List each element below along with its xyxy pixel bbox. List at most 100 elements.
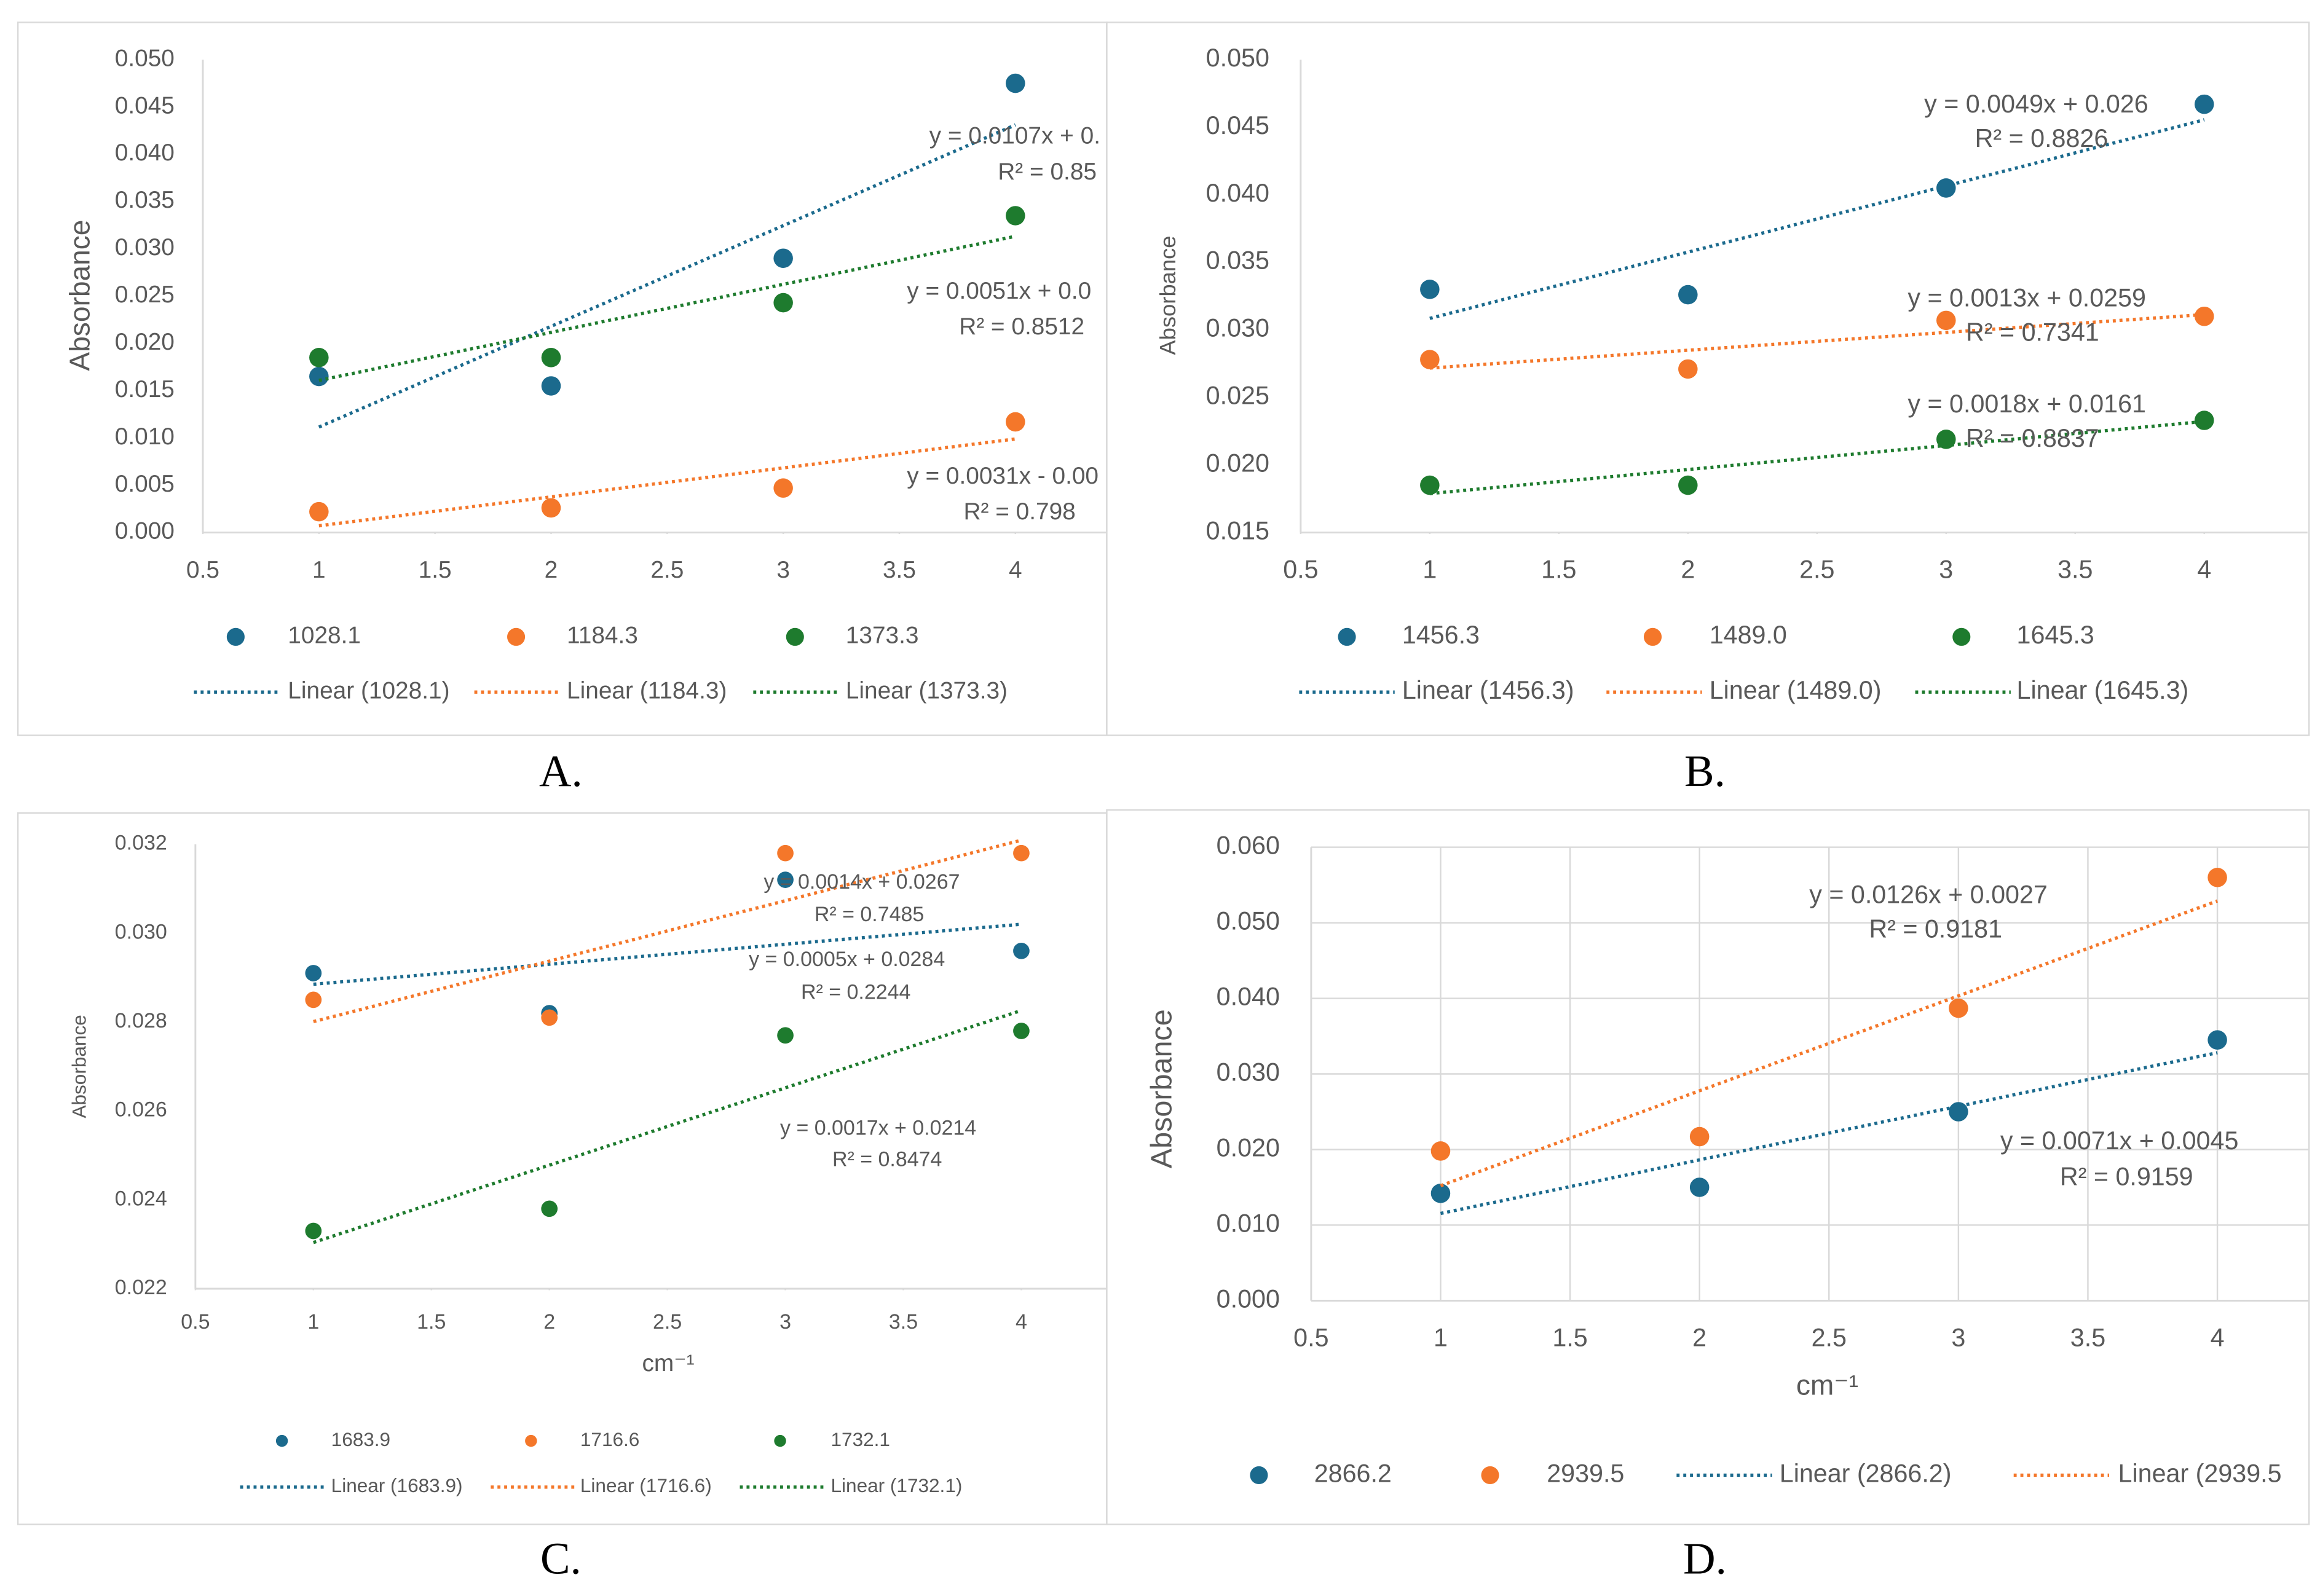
data-point (773, 478, 793, 498)
data-point (305, 965, 322, 981)
panel-label: A. (539, 746, 583, 796)
legend-label: Linear (1645.3) (2017, 676, 2189, 704)
legend-marker (275, 1434, 288, 1447)
y-tick-label: 0.025 (115, 281, 175, 308)
y-tick-label: 0.026 (115, 1098, 167, 1122)
panel-label: C. (540, 1533, 582, 1583)
x-tick-label: 1 (1422, 555, 1437, 583)
legend-marker (786, 627, 804, 646)
panel-frame (17, 22, 1108, 736)
data-point (305, 1222, 322, 1240)
panel-frame (1106, 22, 2310, 736)
x-tick-label: 2 (1692, 1323, 1706, 1351)
legend-label: Linear (1028.1) (288, 677, 449, 704)
data-point (541, 498, 561, 518)
data-point (541, 1009, 558, 1026)
legend-marker (774, 1434, 786, 1447)
data-point (1678, 285, 1698, 305)
y-tick-label: 0.010 (1217, 1209, 1280, 1237)
trend-equation: y = 0.0051x + 0.0 (907, 278, 1091, 304)
trendline (313, 838, 1022, 1023)
legend-label: Linear (2939.5 (2118, 1459, 2282, 1487)
legend-marker (507, 627, 526, 646)
y-tick-label: 0.030 (1217, 1058, 1280, 1086)
legend-label: 1028.1 (288, 623, 361, 649)
trendline (318, 123, 1016, 429)
y-tick-label: 0.015 (1206, 516, 1269, 544)
x-tick-label: 3 (776, 557, 790, 583)
trend-r-squared: R² = 0.7341 (1966, 318, 2099, 347)
data-point (2194, 306, 2214, 326)
y-tick-label: 0.050 (1217, 906, 1280, 935)
data-point (1936, 310, 1956, 331)
y-tick-label: 0.028 (115, 1009, 167, 1032)
data-point (777, 871, 794, 888)
y-tick-label: 0.040 (1217, 982, 1280, 1010)
legend-marker (226, 627, 245, 646)
data-point (309, 501, 329, 522)
legend-label: Linear (2866.2) (1780, 1459, 1952, 1487)
x-tick-label: 3 (1951, 1323, 1965, 1351)
data-point (1006, 206, 1025, 226)
panel-label: B. (1684, 746, 1726, 796)
trend-equation: y = 0.0126x + 0.0027 (1809, 881, 2048, 909)
x-tick-label: 2.5 (653, 1310, 682, 1334)
data-point (1430, 1141, 1451, 1161)
legend-label: 2939.5 (1547, 1459, 1624, 1487)
y-tick-label: 0.020 (1217, 1133, 1280, 1162)
y-tick-label: 0.045 (115, 92, 175, 119)
data-point (1420, 280, 1440, 299)
legend-label: 1456.3 (1402, 621, 1480, 649)
data-point (1013, 844, 1030, 862)
legend-label: Linear (1489.0) (1710, 676, 1882, 704)
y-tick-label: 0.022 (115, 1276, 167, 1299)
x-tick-label: 0.5 (1283, 555, 1318, 583)
trend-r-squared: R² = 0.85 (998, 159, 1097, 185)
y-tick-label: 0.024 (115, 1187, 167, 1210)
trendline (1429, 118, 2205, 320)
legend-label: Linear (1456.3) (1402, 676, 1574, 704)
legend-label: 1732.1 (831, 1428, 890, 1450)
x-tick-label: 1.5 (419, 557, 452, 583)
x-tick-label: 3.5 (883, 557, 916, 583)
y-tick-label: 0.000 (1217, 1284, 1280, 1313)
x-tick-label: 3 (779, 1310, 791, 1334)
legend-marker (525, 1434, 537, 1447)
x-tick-label: 2 (1681, 555, 1695, 583)
trend-equation: y = 0.0049x + 0.026 (1924, 90, 2148, 118)
trendline (318, 234, 1016, 382)
x-tick-label: 2 (545, 557, 558, 583)
y-tick-label: 0.050 (1206, 44, 1269, 72)
legend-marker (1952, 627, 1971, 646)
trend-equation: y = 0.0013x + 0.0259 (1908, 284, 2146, 312)
x-tick-label: 2.5 (650, 557, 684, 583)
trend-equation: y = 0.0107x + 0. (929, 123, 1100, 149)
trend-r-squared: R² = 0.798 (963, 498, 1075, 525)
x-tick-label: 1 (1434, 1323, 1448, 1351)
data-point (1689, 1177, 1710, 1197)
x-tick-label: 1.5 (1552, 1323, 1587, 1351)
y-tick-label: 0.030 (115, 920, 167, 943)
x-axis-title: cm⁻¹ (1796, 1369, 1858, 1401)
chart-panel: 0.000 0.005 0.010 0.015 0.020 0.025 0.030 0.035… (64, 45, 1107, 704)
data-point (1949, 998, 1968, 1018)
legend-label: 1645.3 (2017, 621, 2094, 649)
chart-panel: 0.015 0.020 0.025 0.030 0.035 0.040 0.045 0.050… (1155, 44, 2308, 704)
trend-equation: y = 0.0014x + 0.0267 (763, 870, 960, 894)
y-tick-label: 0.005 (115, 471, 175, 497)
y-tick-label: 0.010 (115, 423, 175, 450)
data-point (541, 1200, 558, 1217)
legend-label: 1716.6 (580, 1428, 639, 1450)
chart-panel: 0.022 0.024 0.026 0.028 0.030 0.032 0.5 1 1.5 2 2.… (68, 831, 1107, 1496)
legend-marker (1338, 627, 1356, 646)
trend-r-squared: R² = 0.7485 (815, 903, 924, 926)
legend-label: 1489.0 (1710, 621, 1787, 649)
data-point (1013, 1023, 1030, 1039)
y-tick-label: 0.030 (115, 234, 175, 261)
trendline (318, 437, 1016, 528)
panel-frame (1106, 809, 2310, 1525)
x-tick-label: 3 (1939, 555, 1953, 583)
x-tick-label: 2.5 (1812, 1323, 1847, 1351)
trend-r-squared: R² = 0.9181 (1869, 914, 2002, 943)
